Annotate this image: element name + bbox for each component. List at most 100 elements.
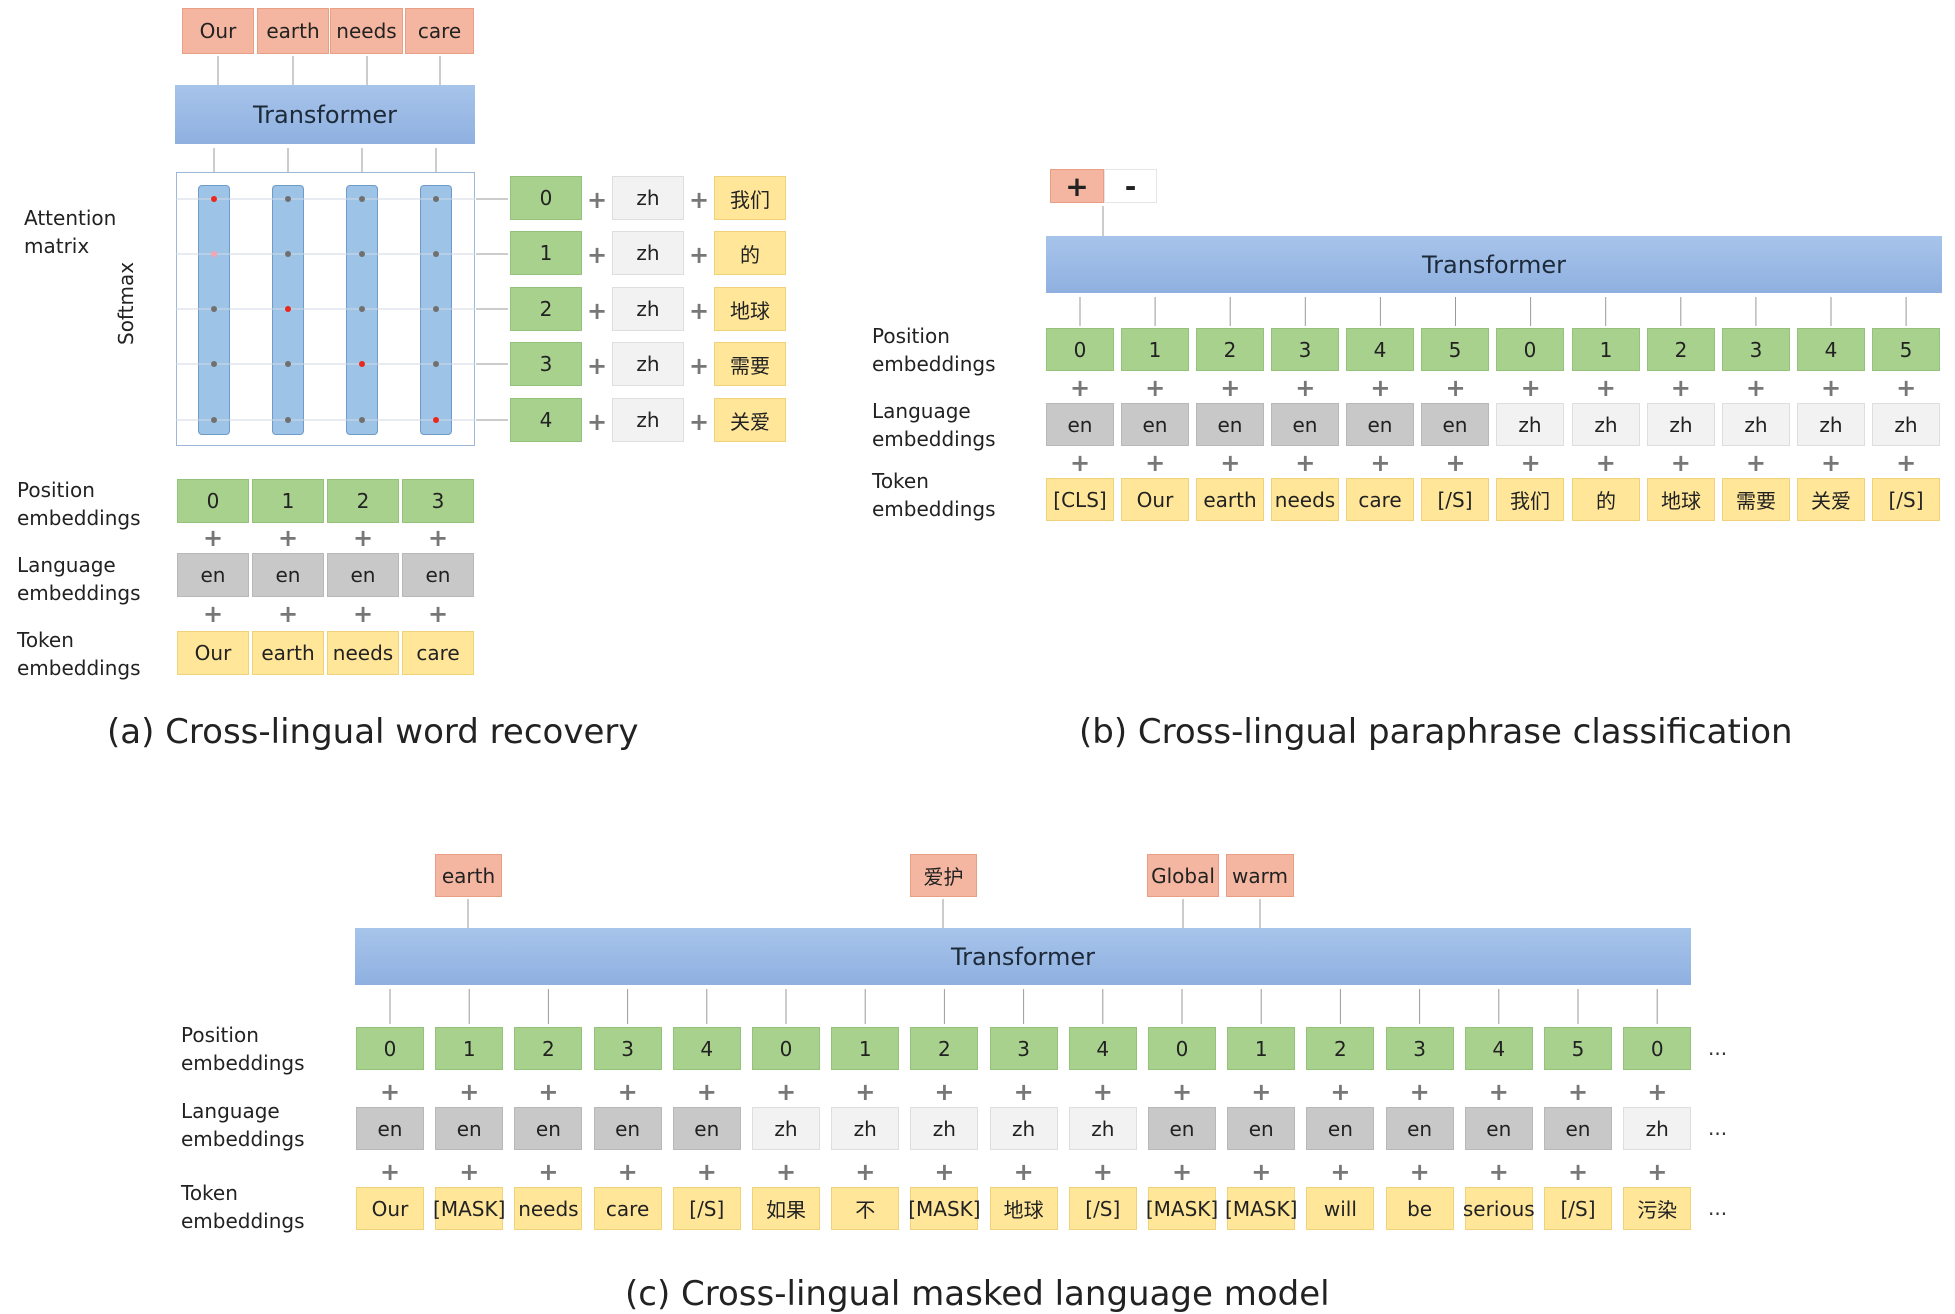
c-position-3: 3 [593, 1027, 662, 1070]
attention-dot [285, 417, 291, 423]
plus-icon: + [278, 600, 299, 628]
a-side-token-2: 地球 [714, 287, 786, 331]
b-language-0: en [1046, 403, 1114, 446]
c-language-9: zh [1068, 1107, 1137, 1150]
b-position-2: 2 [1196, 328, 1264, 371]
c-position-1: 1 [435, 1027, 504, 1070]
attention-dot [359, 251, 365, 257]
b-caption: (b) Cross-lingual paraphrase classificat… [1079, 712, 1793, 752]
plus-icon: + [776, 1158, 797, 1186]
plus-icon: + [934, 1078, 955, 1106]
plus-icon: + [689, 352, 710, 380]
plus-icon: + [617, 1078, 638, 1106]
c-output-2: Global [1147, 854, 1219, 897]
c-language-12: en [1306, 1107, 1375, 1150]
plus-icon: + [1595, 374, 1616, 402]
b-position-3: 3 [1271, 328, 1339, 371]
a-side-token-0: 我们 [714, 176, 786, 220]
a-side-language-0: zh [612, 176, 684, 220]
b-token-4: care [1346, 478, 1414, 521]
b-token-9: 需要 [1722, 478, 1790, 521]
plus-icon: + [1330, 1158, 1351, 1186]
b-class-minus: - [1104, 169, 1157, 203]
c-position-12: 2 [1306, 1027, 1375, 1070]
a-position-label: Position embeddings [17, 478, 141, 530]
c-token-label: Token embeddings [181, 1181, 305, 1233]
plus-icon: + [1295, 374, 1316, 402]
b-token-7: 的 [1572, 478, 1640, 521]
attention-column-0 [198, 185, 230, 435]
plus-icon: + [1092, 1158, 1113, 1186]
attention-dot [211, 251, 217, 257]
a-position-1: 1 [252, 479, 324, 523]
a-side-position-2: 2 [510, 287, 582, 331]
plus-icon: + [1745, 449, 1766, 477]
plus-icon: + [380, 1158, 401, 1186]
c-language-16: zh [1623, 1107, 1692, 1150]
a-side-token-4: 关爱 [714, 398, 786, 442]
a-token-1: earth [252, 631, 324, 675]
c-token-10: [MASK] [1146, 1187, 1218, 1230]
attention-dot [359, 417, 365, 423]
a-position-0: 0 [177, 479, 249, 523]
plus-icon: + [1295, 449, 1316, 477]
plus-icon: + [855, 1158, 876, 1186]
c-language-6: zh [831, 1107, 900, 1150]
a-language-3: en [402, 553, 474, 597]
c-token-15: [/S] [1544, 1187, 1612, 1230]
c-token-13: be [1385, 1187, 1454, 1230]
plus-icon: + [587, 297, 608, 325]
plus-icon: + [1821, 374, 1842, 402]
b-position-4: 4 [1346, 328, 1414, 371]
attention-dot [433, 251, 439, 257]
attention-dot [433, 417, 439, 423]
b-language-1: en [1121, 403, 1189, 446]
b-token-label: Token embeddings [872, 469, 996, 521]
plus-icon: + [1409, 1158, 1430, 1186]
c-position-ellipsis: ... [1708, 1036, 1728, 1060]
c-language-ellipsis: ... [1708, 1116, 1728, 1140]
a-side-token-3: 需要 [714, 342, 786, 386]
b-class-plus: + [1050, 169, 1104, 203]
c-transformer: Transformer [355, 928, 1691, 985]
b-token-6: 我们 [1496, 478, 1564, 521]
plus-icon: + [1220, 449, 1241, 477]
attention-dot [359, 196, 365, 202]
plus-icon: + [1647, 1078, 1668, 1106]
plus-icon: + [696, 1078, 717, 1106]
a-language-label: Language embeddings [17, 553, 141, 605]
plus-icon: + [1370, 374, 1391, 402]
b-language-3: en [1271, 403, 1339, 446]
plus-icon: + [1520, 374, 1541, 402]
plus-icon: + [1220, 374, 1241, 402]
b-position-6: 0 [1496, 328, 1564, 371]
c-language-1: en [435, 1107, 504, 1150]
a-output-1: earth [257, 8, 329, 54]
plus-icon: + [428, 524, 449, 552]
c-position-14: 4 [1464, 1027, 1533, 1070]
c-language-3: en [593, 1107, 662, 1150]
plus-icon: + [1172, 1078, 1193, 1106]
b-token-1: Our [1121, 478, 1189, 521]
b-language-8: zh [1647, 403, 1715, 446]
a-side-position-0: 0 [510, 176, 582, 220]
c-language-0: en [356, 1107, 424, 1150]
plus-icon: + [587, 186, 608, 214]
b-token-11: [/S] [1872, 478, 1940, 521]
c-position-9: 4 [1068, 1027, 1137, 1070]
attention-dot [433, 361, 439, 367]
c-position-4: 4 [672, 1027, 741, 1070]
plus-icon: + [1370, 449, 1391, 477]
plus-icon: + [1488, 1158, 1509, 1186]
b-language-4: en [1346, 403, 1414, 446]
c-token-4: [/S] [672, 1187, 741, 1230]
b-token-10: 关爱 [1797, 478, 1865, 521]
a-token-2: needs [327, 631, 399, 675]
plus-icon: + [1647, 1158, 1668, 1186]
plus-icon: + [459, 1158, 480, 1186]
c-language-8: zh [989, 1107, 1058, 1150]
attention-dot [433, 306, 439, 312]
b-position-10: 4 [1797, 328, 1865, 371]
plus-icon: + [1488, 1078, 1509, 1106]
plus-icon: + [1013, 1078, 1034, 1106]
